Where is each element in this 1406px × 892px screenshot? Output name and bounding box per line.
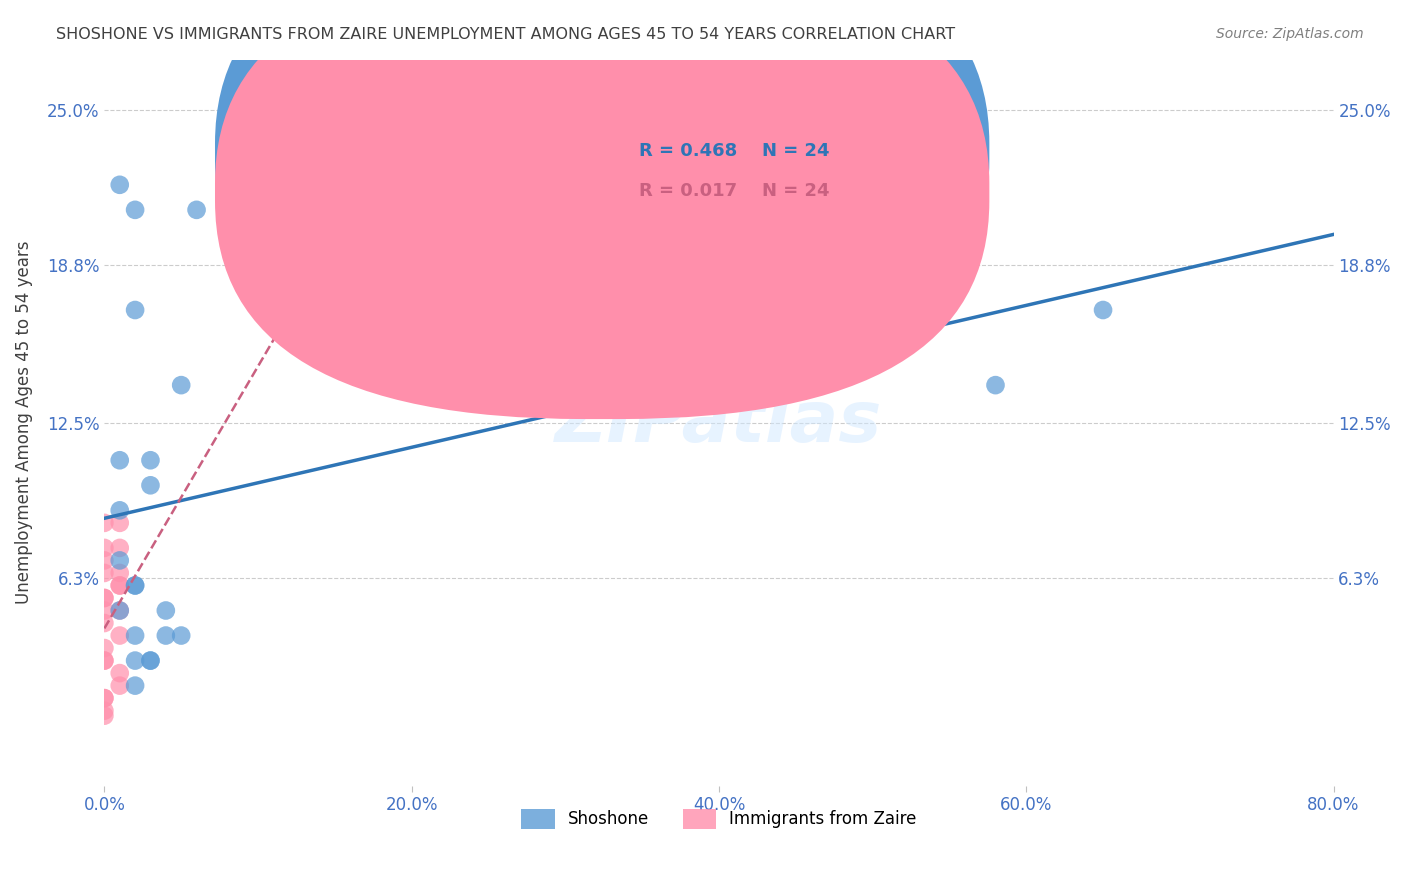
Point — [93, 541, 115, 555]
Point — [108, 516, 131, 530]
Point — [124, 679, 146, 693]
Point — [676, 227, 699, 242]
Point — [93, 603, 115, 617]
Point — [93, 591, 115, 605]
Point — [139, 478, 162, 492]
Point — [1092, 303, 1115, 318]
Point — [139, 654, 162, 668]
Point — [93, 708, 115, 723]
Point — [139, 453, 162, 467]
Legend: Shoshone, Immigrants from Zaire: Shoshone, Immigrants from Zaire — [515, 802, 924, 836]
Point — [93, 566, 115, 580]
Point — [155, 628, 177, 642]
Text: Source: ZipAtlas.com: Source: ZipAtlas.com — [1216, 27, 1364, 41]
Point — [108, 603, 131, 617]
Point — [93, 691, 115, 706]
Point — [93, 704, 115, 718]
Text: N = 24: N = 24 — [762, 142, 830, 160]
FancyBboxPatch shape — [215, 0, 990, 419]
Point — [93, 591, 115, 605]
Point — [170, 628, 193, 642]
Point — [108, 178, 131, 192]
Point — [108, 679, 131, 693]
Text: ZIPatlas: ZIPatlas — [555, 388, 883, 458]
Text: R = 0.468: R = 0.468 — [640, 142, 737, 160]
Text: SHOSHONE VS IMMIGRANTS FROM ZAIRE UNEMPLOYMENT AMONG AGES 45 TO 54 YEARS CORRELA: SHOSHONE VS IMMIGRANTS FROM ZAIRE UNEMPL… — [56, 27, 955, 42]
Point — [139, 654, 162, 668]
Point — [108, 628, 131, 642]
Point — [124, 578, 146, 592]
FancyBboxPatch shape — [560, 136, 891, 227]
Text: R = 0.017: R = 0.017 — [640, 182, 737, 200]
Point — [108, 666, 131, 681]
Point — [984, 378, 1007, 392]
Point — [124, 628, 146, 642]
Point — [93, 691, 115, 706]
Point — [93, 553, 115, 567]
Point — [93, 654, 115, 668]
Point — [170, 378, 193, 392]
Point — [108, 566, 131, 580]
Y-axis label: Unemployment Among Ages 45 to 54 years: Unemployment Among Ages 45 to 54 years — [15, 241, 32, 605]
Point — [155, 603, 177, 617]
Point — [186, 202, 208, 217]
Point — [93, 654, 115, 668]
Point — [124, 578, 146, 592]
Point — [108, 453, 131, 467]
Point — [124, 202, 146, 217]
Point — [108, 578, 131, 592]
Point — [108, 578, 131, 592]
Point — [124, 303, 146, 318]
Point — [93, 641, 115, 656]
Point — [93, 516, 115, 530]
FancyBboxPatch shape — [215, 0, 990, 379]
Point — [108, 541, 131, 555]
Point — [108, 553, 131, 567]
Point — [93, 615, 115, 630]
Point — [108, 503, 131, 517]
Point — [124, 654, 146, 668]
Text: N = 24: N = 24 — [762, 182, 830, 200]
Point — [108, 603, 131, 617]
